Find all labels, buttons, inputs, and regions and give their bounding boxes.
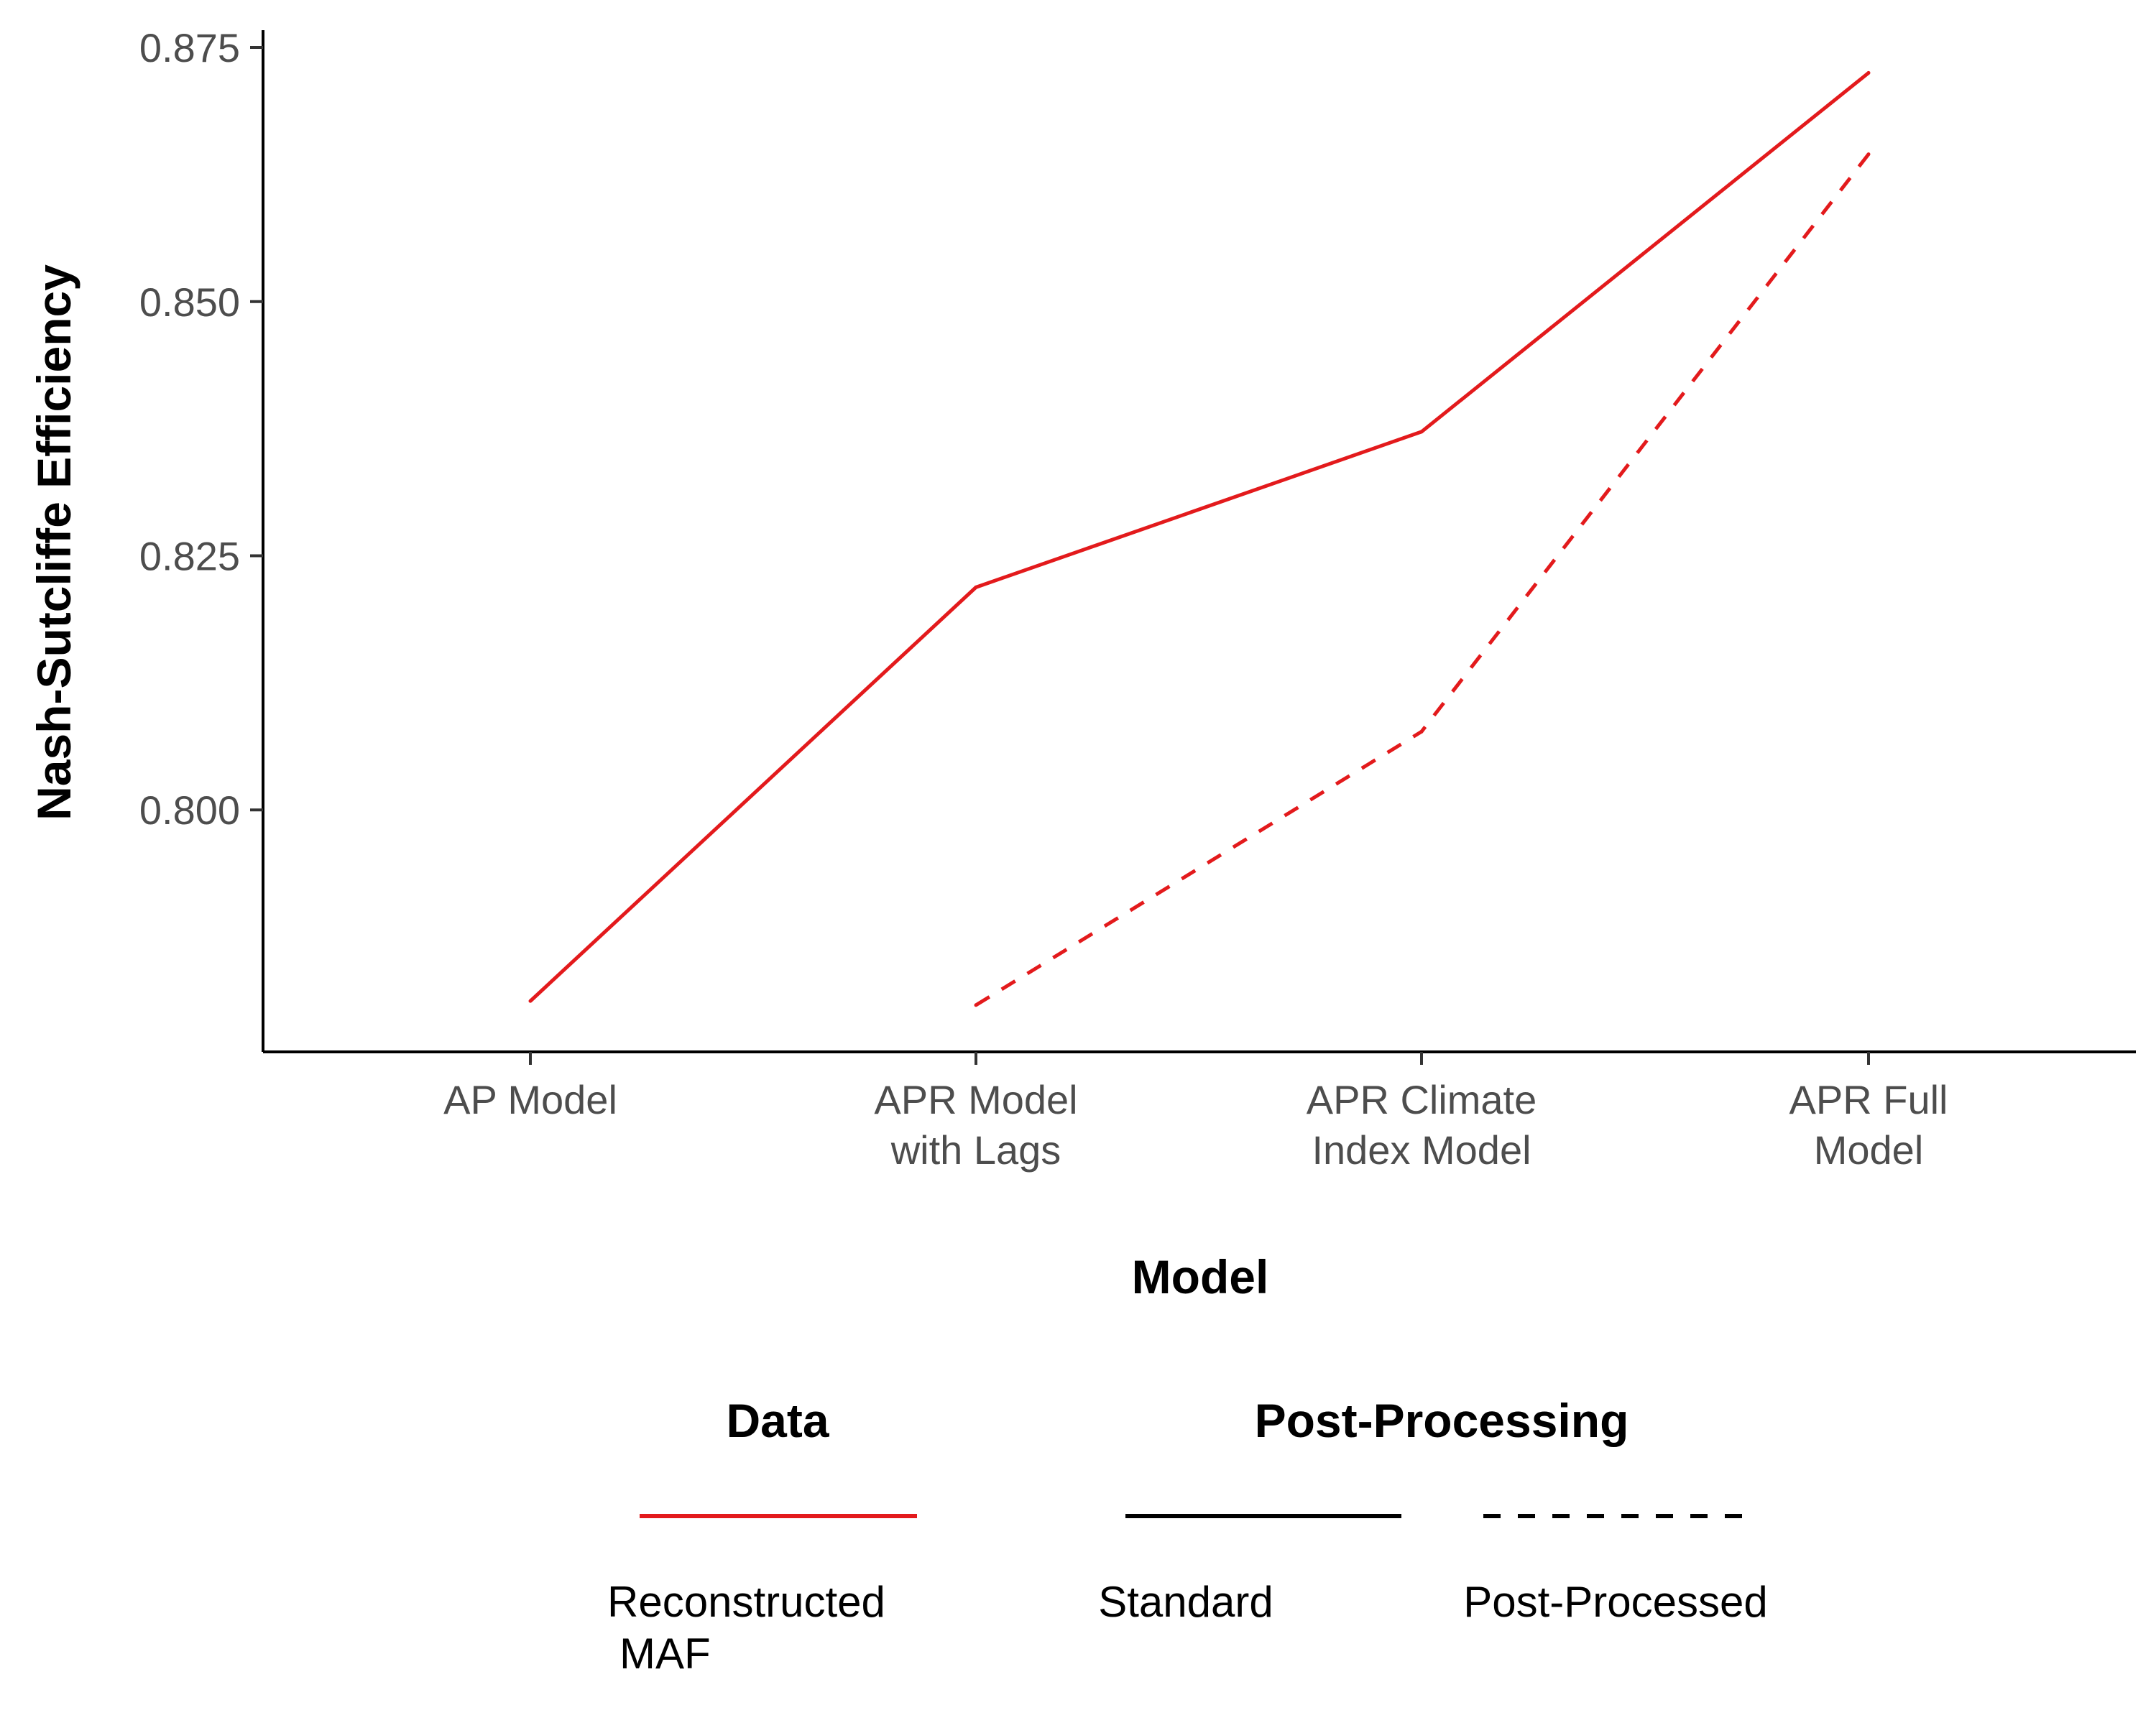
x-tick-label: APR Model with Lags [874,1077,1077,1173]
x-tick-label-line: APR Model [874,1077,1077,1122]
y-tick-label: 0.850 [139,279,240,325]
y-tick-label: 0.800 [139,787,240,833]
axis-labels: 0.800 0.825 0.850 0.875 AP Model APR Model wit… [139,25,1948,1173]
series-line-standard [529,71,1870,1003]
data-point [528,999,533,1003]
x-tick-label-line: Model [1814,1127,1924,1173]
legend-label-reconstructed-maf: Reconstructed MAF [607,1578,885,1678]
y-tick-label: 0.875 [139,25,240,70]
axes [250,30,2136,1065]
x-axis-title: Model [1132,1250,1269,1303]
data-point [1866,70,1871,75]
data-point [1419,430,1424,434]
data-point [974,585,978,589]
legend-items: Reconstructed MAF Standard Post-Processed [607,1514,1768,1678]
y-tick-label: 0.825 [139,534,240,579]
x-tick-label-line: APR Full [1789,1077,1948,1122]
legend-label-line: MAF [619,1630,711,1678]
legend-label-standard: Standard [1098,1578,1273,1626]
x-tick-label: APR Full Model [1789,1077,1948,1173]
legend-data-title: Data [726,1394,829,1447]
data-point [1419,729,1424,734]
x-tick-label: APR Climate Index Model [1307,1077,1537,1173]
series-line-post-processed [975,153,1870,1007]
x-tick-label: AP Model [443,1077,617,1122]
legend-post-processing-title: Post-Processing [1255,1394,1629,1447]
x-tick-label-line: Index Model [1312,1127,1531,1173]
data-point [1866,152,1871,157]
data-point [974,1003,978,1007]
x-tick-label-line: AP Model [443,1077,617,1122]
series-lines [528,70,1871,1007]
legend-label-post-processed: Post-Processed [1463,1578,1768,1626]
x-tick-label-line: with Lags [890,1127,1061,1173]
x-tick-label-line: APR Climate [1307,1077,1537,1122]
legend: Data Post-Processing Reconstructed MAF Sta… [607,1394,1768,1678]
y-axis-title: Nash-Sutcliffe Efficiency [27,264,80,821]
legend-label-line: Reconstructed [607,1578,885,1626]
